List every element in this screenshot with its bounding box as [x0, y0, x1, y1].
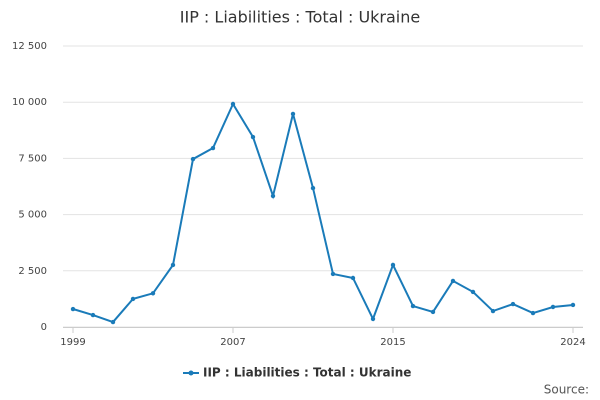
point [350, 275, 356, 281]
chart-title: IIP : Liabilities : Total : Ukraine [180, 8, 420, 27]
point [130, 296, 136, 302]
point [270, 193, 276, 199]
point [170, 262, 176, 268]
point [310, 185, 316, 191]
point [230, 101, 236, 107]
x-tick-label: 2024 [560, 337, 585, 348]
point [430, 309, 436, 315]
point [410, 303, 416, 309]
point [510, 301, 516, 307]
source: Source: [544, 383, 589, 397]
x-tick-label: 2015 [380, 337, 405, 348]
point [450, 278, 456, 284]
y-tick-label: 0 [41, 322, 47, 333]
x-tick-label: 1999 [60, 337, 85, 348]
y-tick-label: 10 000 [12, 97, 47, 108]
point [570, 302, 576, 308]
line [72, 101, 574, 324]
point [530, 310, 536, 316]
x-tick-label: 2007 [220, 337, 245, 348]
y-tick-label: 5 000 [18, 210, 47, 221]
y-tick-label: 12 500 [12, 41, 47, 52]
legend-marker [188, 370, 194, 376]
legend-label: IIP : Liabilities : Total : Ukraine [203, 366, 411, 380]
point [370, 316, 376, 322]
point [290, 111, 296, 117]
y-tick-label: 2 500 [18, 266, 47, 277]
point [390, 262, 396, 268]
point [490, 308, 496, 314]
point [250, 134, 256, 140]
point [70, 306, 76, 312]
point [470, 289, 476, 295]
point [150, 291, 156, 296]
y-tick-label: 7 500 [18, 153, 47, 164]
point [90, 312, 96, 318]
point [190, 156, 196, 162]
point [550, 304, 556, 310]
point [210, 145, 216, 151]
point [330, 271, 336, 277]
point [110, 319, 116, 325]
